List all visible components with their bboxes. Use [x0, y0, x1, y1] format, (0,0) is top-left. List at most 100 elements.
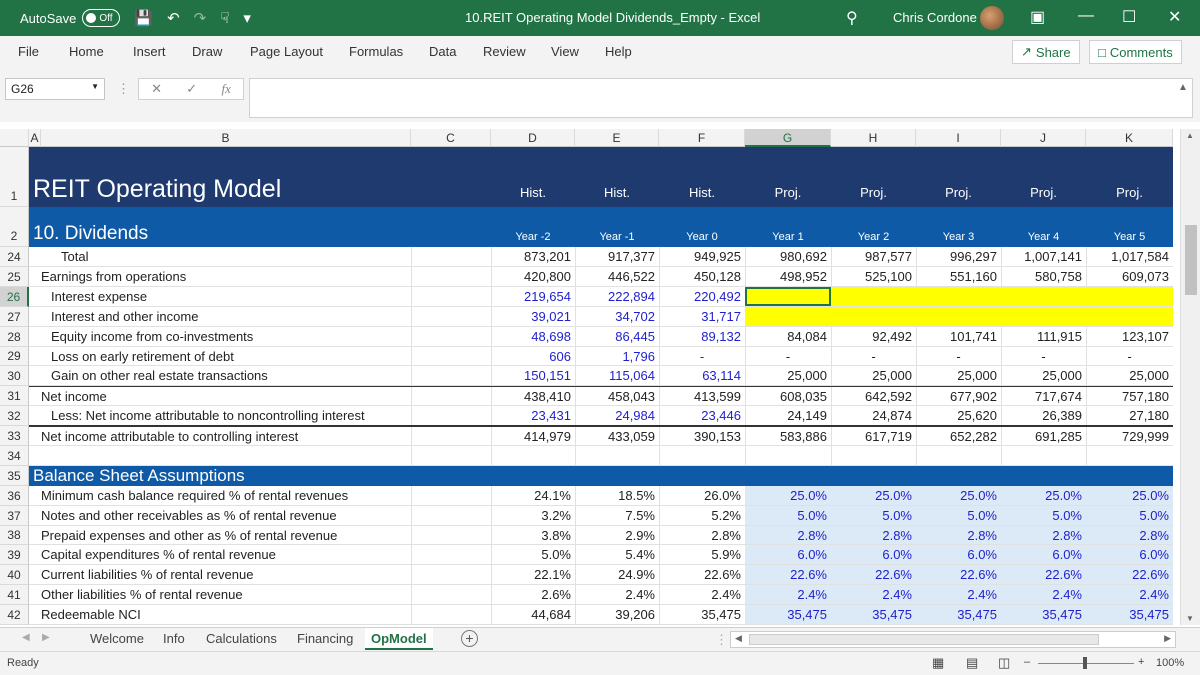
- row-header[interactable]: 32: [0, 406, 29, 426]
- cell-value[interactable]: [916, 287, 1001, 306]
- row-label[interactable]: Interest expense: [51, 289, 148, 304]
- cell-value[interactable]: [491, 446, 575, 465]
- formula-input[interactable]: [249, 78, 1193, 118]
- cell-value[interactable]: 111,915: [1036, 329, 1082, 344]
- tab-draw[interactable]: Draw: [192, 44, 223, 59]
- cell-value[interactable]: 5.0%: [831, 506, 916, 525]
- cell-value[interactable]: 446,522: [608, 269, 655, 284]
- cell-value[interactable]: 450,128: [694, 269, 741, 284]
- cell-value[interactable]: 2.8%: [711, 527, 741, 543]
- period-label[interactable]: Proj.: [1030, 184, 1057, 200]
- cell-value[interactable]: 22.6%: [704, 567, 741, 582]
- cell-value[interactable]: -: [956, 348, 961, 364]
- row-header[interactable]: 26: [0, 287, 29, 307]
- autosave-toggle[interactable]: Off: [82, 9, 121, 27]
- row-header[interactable]: 42: [0, 605, 29, 625]
- period-label[interactable]: Hist.: [520, 184, 546, 200]
- row-label[interactable]: Minimum cash balance required % of renta…: [41, 488, 349, 503]
- cell-value[interactable]: 609,073: [1122, 269, 1169, 284]
- horizontal-scrollbar[interactable]: ◀ ▶: [730, 631, 1176, 648]
- row-label[interactable]: [37, 446, 45, 465]
- year-label[interactable]: Year 3: [942, 231, 975, 243]
- cell-value[interactable]: 1,796: [622, 348, 655, 364]
- cell-value[interactable]: 22.1%: [534, 567, 571, 582]
- row-header[interactable]: 33: [0, 426, 29, 446]
- cell-value[interactable]: 25,000: [872, 368, 912, 383]
- cell-value[interactable]: 115,064: [608, 368, 655, 383]
- cell-value[interactable]: 35,475: [1086, 605, 1173, 624]
- cell-value[interactable]: 25.0%: [745, 486, 831, 505]
- cell-value[interactable]: 606: [549, 348, 571, 364]
- column-header-e[interactable]: E: [575, 129, 659, 147]
- cell-value[interactable]: 7.5%: [625, 508, 655, 523]
- cell-value[interactable]: 35,475: [745, 605, 831, 624]
- year-label[interactable]: Year 4: [1027, 231, 1060, 243]
- cell-value[interactable]: 5.4%: [625, 547, 655, 562]
- cell-value[interactable]: 5.0%: [745, 506, 831, 525]
- zoom-slider-handle[interactable]: [1083, 657, 1087, 669]
- cell-value[interactable]: 2.4%: [1086, 585, 1173, 604]
- row-label[interactable]: Capital expenditures % of rental revenue: [41, 547, 276, 562]
- tab-data[interactable]: Data: [429, 44, 457, 59]
- row-header[interactable]: 27: [0, 307, 29, 327]
- cell-value[interactable]: 1,007,141: [1024, 249, 1082, 264]
- row-header[interactable]: 36: [0, 486, 29, 506]
- cell-value[interactable]: 5.0%: [541, 547, 571, 562]
- cell-value[interactable]: [1086, 307, 1173, 326]
- cell-value[interactable]: [1001, 307, 1086, 326]
- cell-value[interactable]: 677,902: [950, 388, 997, 404]
- cell-value[interactable]: 25,000: [1042, 368, 1082, 383]
- tab-formulas[interactable]: Formulas: [349, 44, 404, 59]
- tab-scroll-left-icon[interactable]: ◀: [22, 632, 30, 643]
- cell-value[interactable]: 24.1%: [534, 488, 571, 503]
- cell-value[interactable]: 873,201: [524, 249, 571, 264]
- cell-value[interactable]: 35,475: [701, 607, 741, 622]
- row-header[interactable]: 28: [0, 327, 29, 347]
- cell-value[interactable]: 617,719: [865, 428, 912, 444]
- cell-value[interactable]: 35,475: [916, 605, 1001, 624]
- tab-insert[interactable]: Insert: [133, 44, 166, 59]
- period-label[interactable]: Proj.: [1116, 184, 1143, 200]
- cell-value[interactable]: 996,297: [950, 249, 997, 264]
- scroll-right-icon[interactable]: ▶: [1164, 633, 1171, 643]
- column-header-a[interactable]: A: [29, 129, 41, 147]
- cell-value[interactable]: [1001, 446, 1086, 465]
- cell-value[interactable]: 92,492: [872, 329, 912, 344]
- avatar[interactable]: [980, 6, 1004, 30]
- cell-value[interactable]: 717,674: [1035, 388, 1082, 404]
- cell-value[interactable]: 583,886: [780, 428, 827, 444]
- row-label[interactable]: Net income attributable to controlling i…: [41, 428, 299, 444]
- cell-value[interactable]: 35,475: [831, 605, 916, 624]
- row-label[interactable]: Redeemable NCI: [41, 607, 141, 622]
- cell-value[interactable]: [1086, 287, 1173, 306]
- cell-value[interactable]: 2.8%: [745, 526, 831, 544]
- row-header[interactable]: 37: [0, 506, 29, 526]
- cell-value[interactable]: 2.8%: [831, 526, 916, 544]
- cell-value[interactable]: 25.0%: [1001, 486, 1086, 505]
- cell-value[interactable]: 6.0%: [745, 545, 831, 564]
- cell-value[interactable]: 949,925: [694, 249, 741, 264]
- period-label[interactable]: Hist.: [689, 184, 715, 200]
- cell-value[interactable]: 580,758: [1035, 269, 1082, 284]
- cell-value[interactable]: 980,692: [780, 249, 827, 264]
- cell-value[interactable]: [1001, 287, 1086, 306]
- cell-value[interactable]: -: [1041, 348, 1046, 364]
- minimize-icon[interactable]: —: [1078, 7, 1094, 24]
- cell-value[interactable]: 917,377: [608, 249, 655, 264]
- cell-value[interactable]: 433,059: [608, 428, 655, 444]
- cell-value[interactable]: 6.0%: [1001, 545, 1086, 564]
- cell-value[interactable]: 525,100: [865, 269, 912, 284]
- cell-value[interactable]: 458,043: [608, 388, 655, 404]
- cell-value[interactable]: 23,446: [701, 408, 741, 423]
- cell-value[interactable]: [1086, 446, 1173, 465]
- year-label[interactable]: Year -2: [515, 231, 551, 243]
- period-label[interactable]: Hist.: [604, 184, 630, 200]
- tab-file[interactable]: File: [18, 44, 39, 59]
- cell-value[interactable]: 2.4%: [1001, 585, 1086, 604]
- cell-value[interactable]: 608,035: [780, 388, 827, 404]
- cell-value[interactable]: 2.4%: [916, 585, 1001, 604]
- row-label[interactable]: Net income: [41, 388, 107, 404]
- page-break-view-icon[interactable]: ◫: [998, 655, 1011, 670]
- sheet-tab-info[interactable]: Info: [163, 631, 185, 646]
- insert-function-icon[interactable]: fx: [221, 81, 231, 96]
